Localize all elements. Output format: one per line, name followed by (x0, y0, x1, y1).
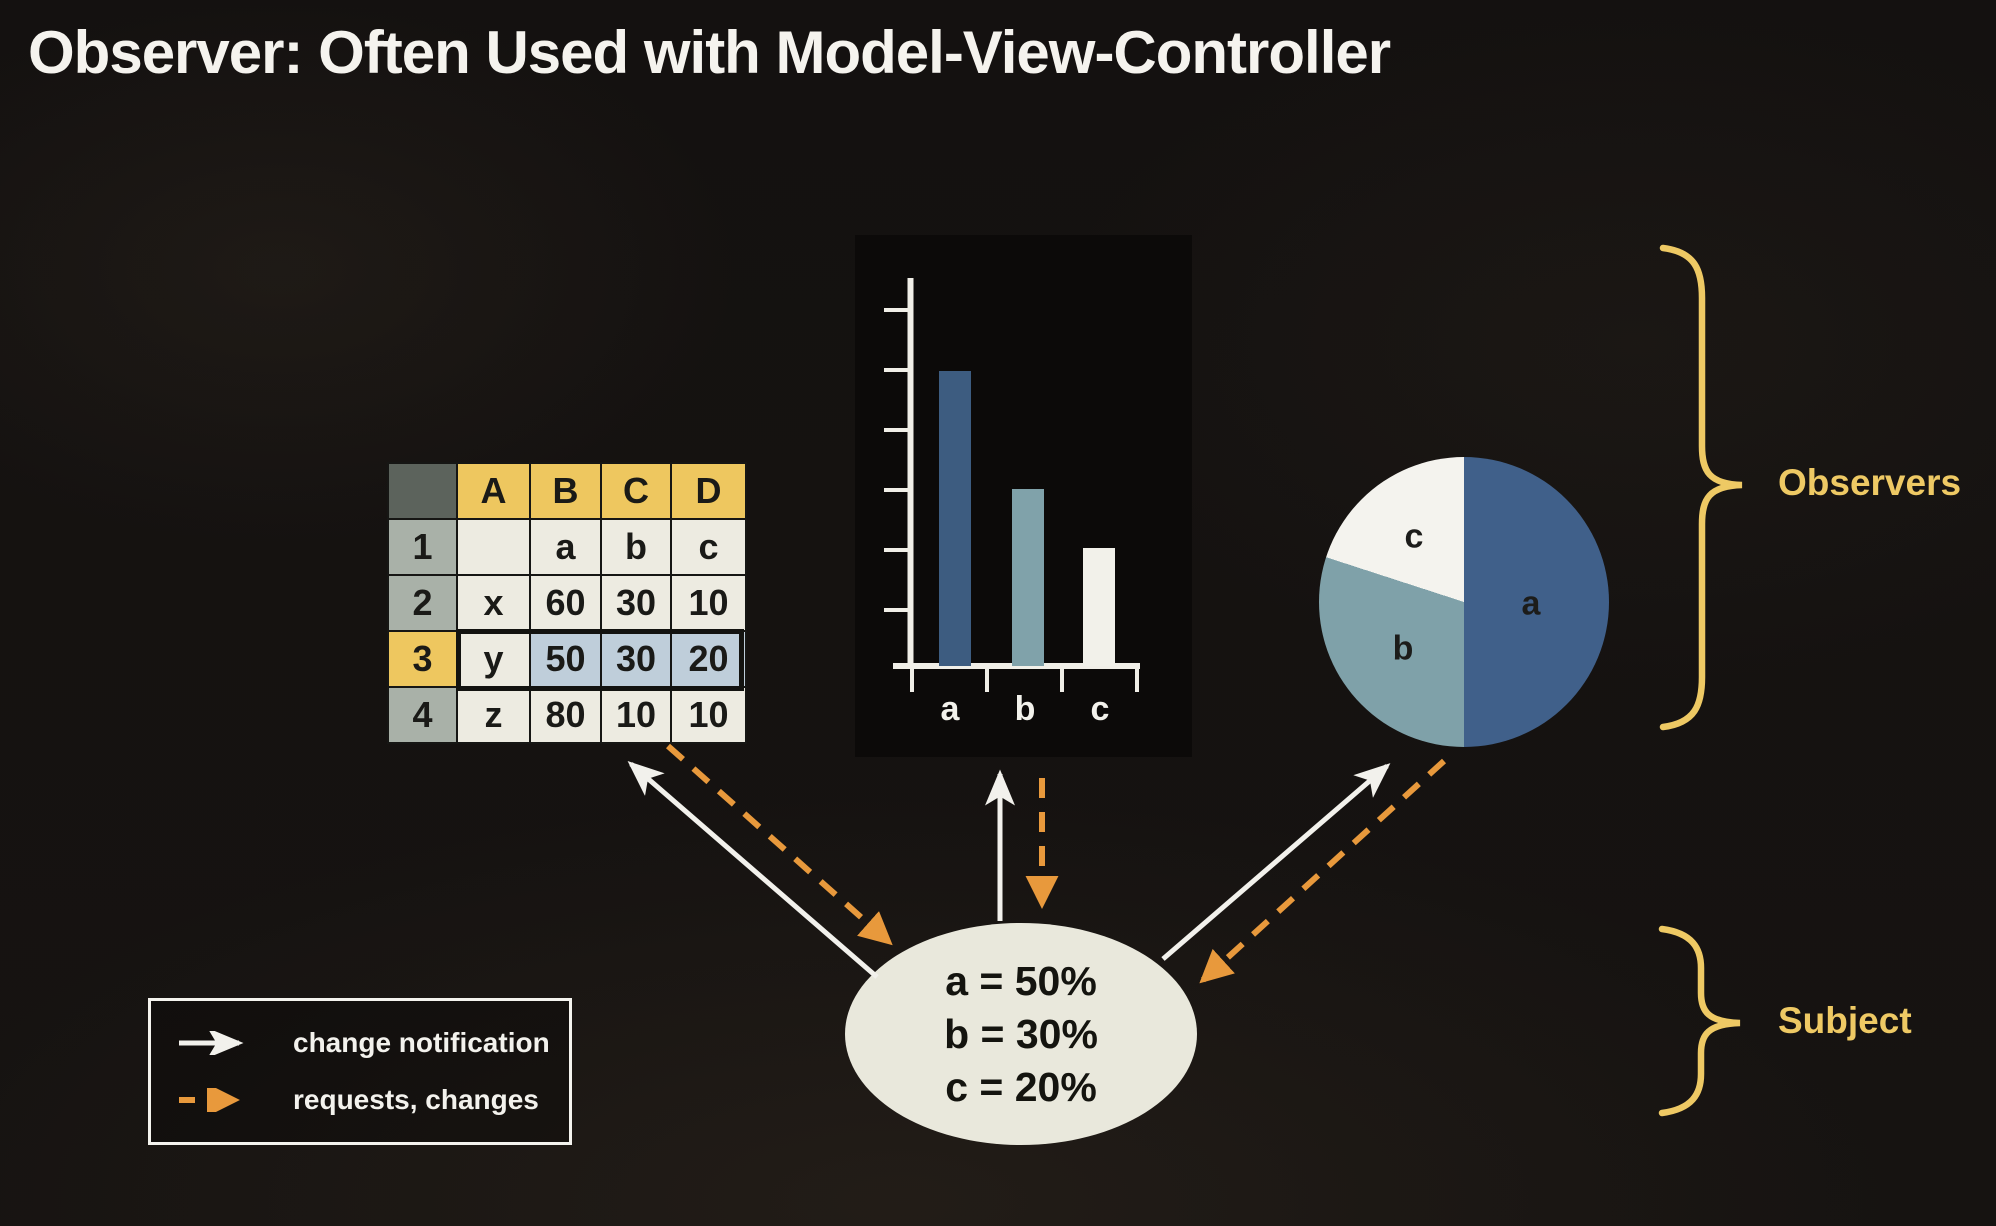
subject-value-a: a = 50% (945, 957, 1097, 1004)
sheet-cell-a1 (458, 520, 529, 574)
solid-white-arrow-icon (179, 1030, 244, 1055)
subject-brace (1658, 925, 1741, 1117)
subject-ellipse: a = 50% b = 30% c = 20% (845, 923, 1197, 1145)
bar-tick-label-c: c (1090, 690, 1110, 728)
subject-value-c: c = 20% (945, 1063, 1097, 1110)
spreadsheet-observer: A B C D 1 a b c 2 x 60 30 10 3 y 50 30 2… (387, 462, 747, 744)
bar-c (1083, 548, 1115, 666)
sheet-cell-d1: c (672, 520, 745, 574)
bar-b (1012, 489, 1044, 666)
subject-label: Subject (1778, 1000, 1912, 1041)
sheet-cell-d4: 10 (672, 688, 745, 742)
legend-item-requests-changes: requests, changes (151, 1084, 569, 1116)
legend-label: change notification (293, 1026, 550, 1058)
request-arrow-from-piechart (1199, 758, 1447, 984)
sheet-cell-c1: b (602, 520, 670, 574)
sheet-cell-d2: 10 (672, 576, 745, 630)
notify-arrow-to-table (627, 761, 879, 979)
sheet-cell-a2: x (458, 576, 529, 630)
pie-slice-label-a: a (1521, 584, 1541, 623)
pie-slice-label-b: b (1392, 629, 1414, 668)
sheet-corner-cell (389, 464, 456, 518)
legend-item-change-notification: change notification (151, 1027, 569, 1059)
sheet-cell-a4: z (458, 688, 529, 742)
sheet-cell-c2: 30 (602, 576, 670, 630)
sheet-col-header-c: C (602, 464, 670, 518)
legend-box: change notification requests, changes (148, 998, 572, 1145)
sheet-row-header-4: 4 (389, 688, 456, 742)
pie-chart-observer: a b c (1319, 457, 1609, 747)
sheet-cell-b4: 80 (531, 688, 600, 742)
sheet-cell-c3: 30 (602, 632, 670, 686)
bar-tick-label-b: b (1014, 690, 1036, 728)
sheet-row-header-1: 1 (389, 520, 456, 574)
sheet-row-header-3: 3 (389, 632, 456, 686)
notify-arrow-to-piechart (1161, 763, 1391, 961)
bar-plot-area (855, 235, 1192, 666)
sheet-cell-b2: 60 (531, 576, 600, 630)
subject-value-b: b = 30% (944, 1010, 1098, 1057)
slide-title: Observer: Often Used with Model-View-Con… (28, 19, 1391, 86)
sheet-cell-c4: 10 (602, 688, 670, 742)
sheet-cell-d3: 20 (672, 632, 745, 686)
sheet-cell-a3: y (458, 632, 529, 686)
dashed-orange-arrow-icon (179, 1088, 240, 1113)
sheet-row-header-2: 2 (389, 576, 456, 630)
sheet-cell-b3: 50 (531, 632, 600, 686)
bar-tick-label-a: a (940, 690, 960, 728)
sheet-col-header-d: D (672, 464, 745, 518)
bar-a (939, 371, 971, 666)
request-arrow-from-table (666, 743, 893, 946)
observers-label: Observers (1778, 462, 1962, 503)
bar-chart-observer: a b c (855, 235, 1192, 757)
legend-label: requests, changes (293, 1084, 539, 1116)
sheet-col-header-a: A (458, 464, 529, 518)
pie-slice-label-c: c (1404, 517, 1424, 556)
sheet-col-header-b: B (531, 464, 600, 518)
observers-brace (1659, 244, 1743, 731)
sheet-cell-b1: a (531, 520, 600, 574)
